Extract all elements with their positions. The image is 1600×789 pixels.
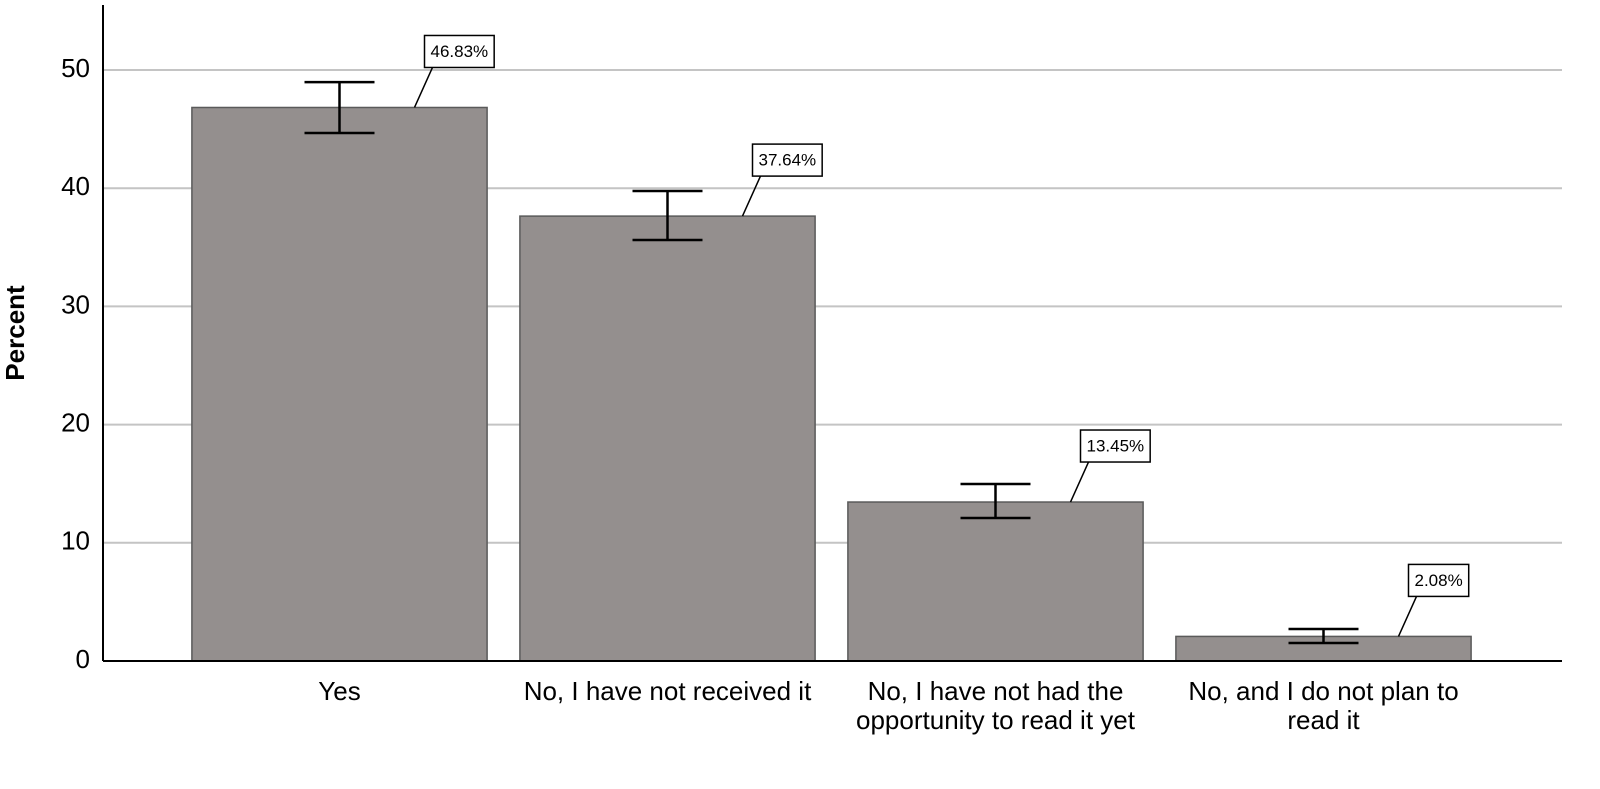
value-label: 13.45% <box>1087 437 1145 456</box>
bar <box>847 501 1144 662</box>
y-tick-label: 50 <box>61 53 90 83</box>
x-tick-label: No, and I do not plan to read it <box>1188 676 1458 735</box>
value-label: 46.83% <box>431 42 489 61</box>
y-tick-label: 40 <box>61 171 90 201</box>
y-tick-label: 30 <box>61 289 90 319</box>
label-box <box>423 34 495 69</box>
error-bar <box>960 482 1031 520</box>
label-leader <box>1069 461 1090 503</box>
bar <box>519 215 816 662</box>
value-label: 2.08% <box>1415 571 1463 590</box>
error-bar <box>1288 627 1359 645</box>
label-box <box>751 143 823 177</box>
x-tick-label: Yes <box>318 676 360 706</box>
label-leader <box>1397 596 1418 637</box>
bar <box>191 106 488 662</box>
value-label: 37.64% <box>759 151 817 170</box>
x-tick-label: No, I have not had the opportunity to rea… <box>856 676 1136 735</box>
x-tick-label: No, I have not received it <box>524 676 812 706</box>
y-tick-label: 20 <box>61 407 90 437</box>
error-bar <box>304 80 375 135</box>
label-leader <box>741 175 762 217</box>
label-box <box>1079 429 1151 463</box>
y-axis-title: Percent <box>0 285 30 381</box>
y-tick-label: 0 <box>76 644 90 674</box>
label-leader <box>413 67 434 108</box>
y-tick-label: 10 <box>61 526 90 556</box>
label-box <box>1407 563 1470 598</box>
error-bar <box>632 189 703 242</box>
